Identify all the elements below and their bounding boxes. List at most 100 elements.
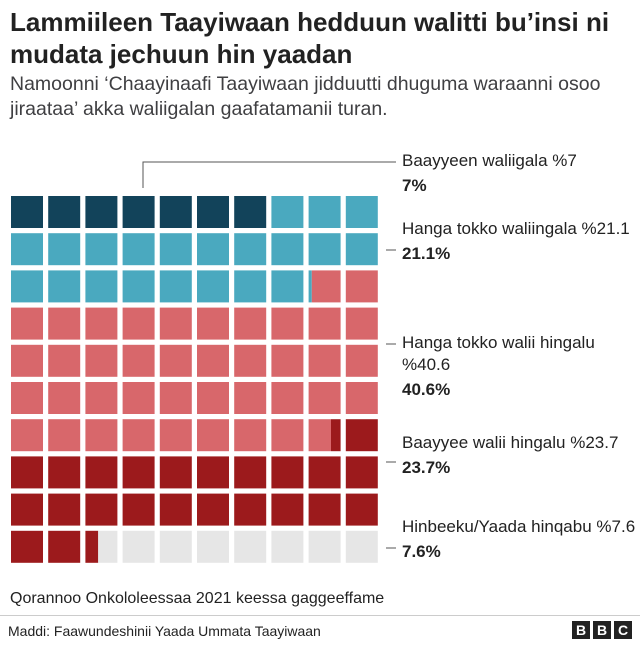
legend-item-no-opinion: Hinbeeku/Yaada hinqabu %7.6 7.6% xyxy=(402,516,638,563)
waffle-cell xyxy=(85,307,118,340)
waffle-cell xyxy=(197,419,229,452)
waffle-cell xyxy=(11,456,43,489)
waffle-cell xyxy=(197,196,229,228)
waffle-cell xyxy=(234,307,267,340)
waffle-cell xyxy=(308,196,341,228)
waffle-cell xyxy=(197,270,229,303)
bbc-logo-letter: B xyxy=(572,621,590,639)
waffle-cell xyxy=(308,344,341,377)
waffle-cell xyxy=(98,530,118,563)
waffle-cell xyxy=(197,530,229,563)
waffle-cell xyxy=(159,419,192,452)
waffle-cell xyxy=(159,382,192,414)
legend-item-somewhat-agree: Hanga tokko waliingala %21.1 21.1% xyxy=(402,218,638,265)
waffle-cell xyxy=(85,196,118,228)
waffle-cell xyxy=(159,493,192,526)
waffle-cell xyxy=(271,196,304,228)
footer-divider xyxy=(0,615,640,616)
waffle-cell xyxy=(345,530,378,563)
waffle-cell xyxy=(234,196,267,228)
bbc-logo: B B C xyxy=(572,621,632,639)
waffle-cell xyxy=(308,307,341,340)
waffle-cell xyxy=(308,530,341,563)
waffle-cell xyxy=(122,270,155,303)
waffle-cell xyxy=(85,419,118,452)
waffle-cell xyxy=(122,530,155,563)
waffle-cell xyxy=(122,382,155,414)
waffle-cell xyxy=(11,233,43,266)
waffle-cell xyxy=(122,344,155,377)
chart-title: Lammiileen Taayiwaan hedduun walitti bu’… xyxy=(10,7,610,69)
waffle-cell xyxy=(48,196,81,228)
waffle-cell xyxy=(197,493,229,526)
waffle-cell xyxy=(311,270,341,303)
legend-label: Baayyee walii hingalu %23.7 xyxy=(402,433,619,452)
legend-label: Baayyeen waliigala %7 xyxy=(402,151,577,170)
waffle-cell xyxy=(308,456,341,489)
waffle-cell xyxy=(345,196,378,228)
leader-line xyxy=(142,161,396,188)
waffle-cell xyxy=(345,456,378,489)
waffle-cell xyxy=(234,419,267,452)
waffle-cell xyxy=(197,307,229,340)
legend-value: 21.1% xyxy=(402,244,451,263)
waffle-cell xyxy=(159,196,192,228)
waffle-cell xyxy=(159,344,192,377)
waffle-cell xyxy=(48,530,81,563)
waffle-cell xyxy=(48,307,81,340)
waffle-cell xyxy=(159,530,192,563)
waffle-cell xyxy=(48,382,81,414)
waffle-cell xyxy=(48,419,81,452)
legend-item-strongly-agree: Baayyeen waliigala %7 7% xyxy=(402,150,638,197)
waffle-cell xyxy=(85,382,118,414)
legend-label: Hinbeeku/Yaada hinqabu %7.6 xyxy=(402,517,636,536)
waffle-cell xyxy=(345,419,378,452)
waffle-cell xyxy=(48,456,81,489)
waffle-cell xyxy=(197,344,229,377)
waffle-cell xyxy=(11,419,43,452)
waffle-cell xyxy=(234,344,267,377)
waffle-cell xyxy=(11,530,43,563)
waffle-cell xyxy=(85,344,118,377)
waffle-cell xyxy=(11,382,43,414)
legend-value: 7.6% xyxy=(402,542,441,561)
legend-label: Hanga tokko walii hingalu %40.6 xyxy=(402,333,595,374)
waffle-cell xyxy=(271,270,304,303)
waffle-cell xyxy=(271,307,304,340)
waffle-cell xyxy=(159,307,192,340)
waffle-cell xyxy=(11,344,43,377)
waffle-cell xyxy=(122,196,155,228)
waffle-cell xyxy=(48,493,81,526)
waffle-cell xyxy=(85,270,118,303)
waffle-cell xyxy=(345,344,378,377)
waffle-cell xyxy=(122,419,155,452)
waffle-cell xyxy=(11,307,43,340)
waffle-cell xyxy=(308,419,331,452)
waffle-cell xyxy=(308,270,312,303)
waffle-cell xyxy=(345,382,378,414)
waffle-cell xyxy=(11,196,43,228)
legend-label: Hanga tokko waliingala %21.1 xyxy=(402,219,630,238)
bbc-logo-letter: C xyxy=(614,621,632,639)
waffle-cell xyxy=(197,382,229,414)
survey-note: Qorannoo Onkololeessaa 2021 keessa gagge… xyxy=(10,590,385,607)
legend-value: 40.6% xyxy=(402,380,451,399)
waffle-cell xyxy=(159,233,192,266)
waffle-cell xyxy=(48,270,81,303)
legend-value: 23.7% xyxy=(402,458,451,477)
waffle-cell xyxy=(48,344,81,377)
waffle-cell xyxy=(122,493,155,526)
waffle-cell xyxy=(11,493,43,526)
waffle-cell xyxy=(159,456,192,489)
waffle-cell xyxy=(234,530,267,563)
waffle-cell xyxy=(308,233,341,266)
waffle-cell xyxy=(11,270,43,303)
waffle-cell xyxy=(159,270,192,303)
waffle-cell xyxy=(122,307,155,340)
waffle-cell xyxy=(308,493,341,526)
waffle-cell xyxy=(271,344,304,377)
waffle-cell xyxy=(85,233,118,266)
chart-subtitle: Namoonni ‘Chaayinaafi Taayiwaan jidduutt… xyxy=(10,73,601,120)
waffle-cell xyxy=(234,233,267,266)
waffle-cell xyxy=(85,493,118,526)
